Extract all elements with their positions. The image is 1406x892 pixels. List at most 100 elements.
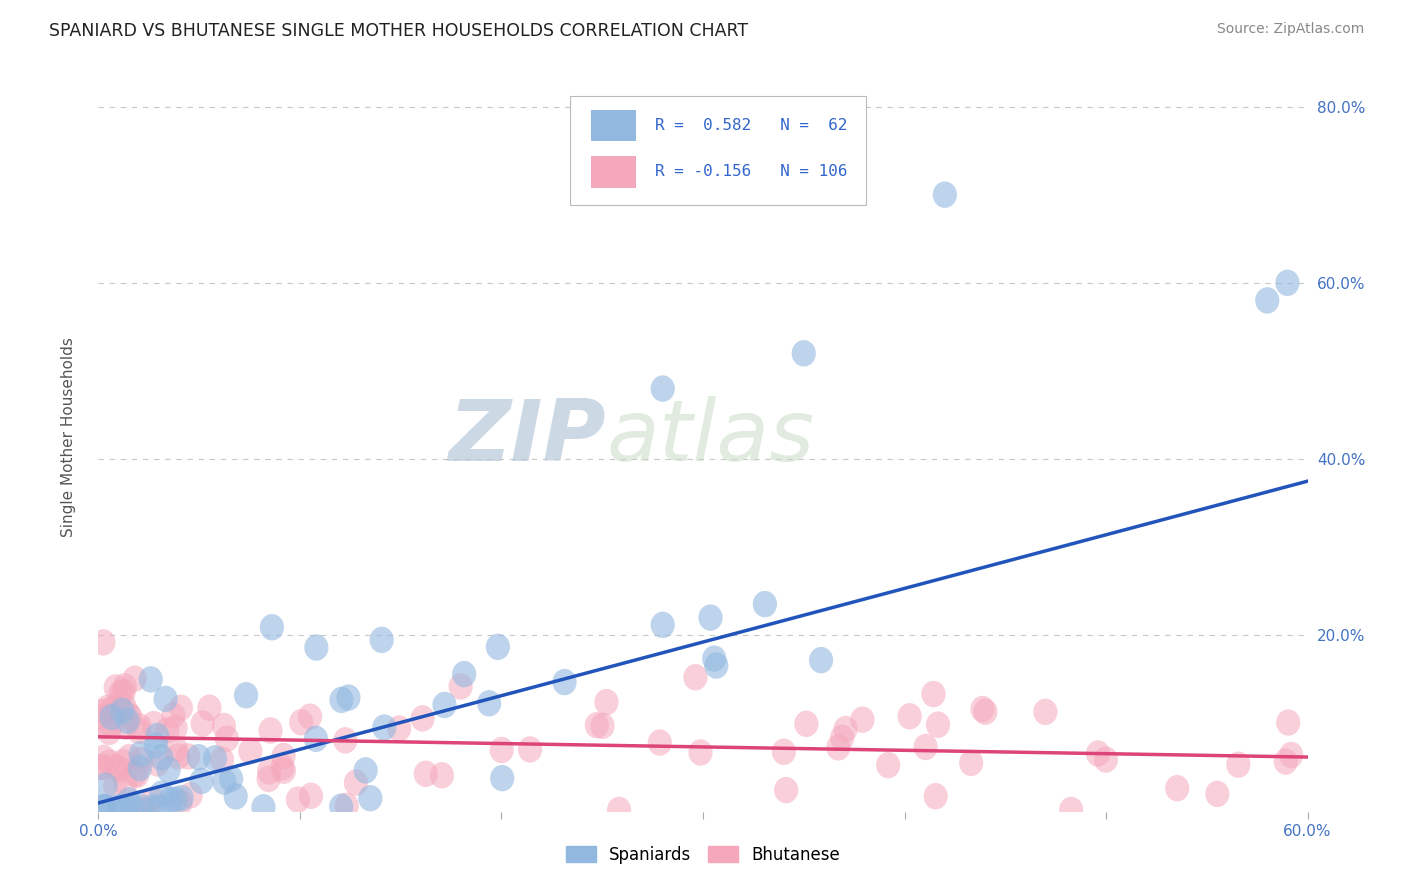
Text: atlas: atlas [606, 395, 814, 479]
Ellipse shape [1226, 751, 1250, 778]
Ellipse shape [959, 749, 983, 776]
Ellipse shape [100, 704, 124, 731]
Ellipse shape [117, 787, 142, 814]
Ellipse shape [179, 782, 202, 808]
Ellipse shape [96, 712, 120, 739]
Ellipse shape [344, 770, 368, 796]
Ellipse shape [585, 712, 609, 739]
Ellipse shape [98, 697, 122, 723]
Ellipse shape [117, 744, 142, 770]
Ellipse shape [851, 706, 875, 733]
Ellipse shape [108, 680, 132, 706]
Ellipse shape [127, 718, 150, 744]
Ellipse shape [132, 797, 156, 823]
Text: R =  0.582   N =  62: R = 0.582 N = 62 [655, 118, 848, 133]
Ellipse shape [145, 750, 170, 777]
Ellipse shape [163, 714, 187, 741]
Ellipse shape [285, 787, 309, 813]
Ellipse shape [772, 739, 796, 765]
Ellipse shape [270, 754, 294, 780]
Ellipse shape [94, 772, 118, 798]
Bar [591, 110, 637, 141]
Ellipse shape [413, 761, 437, 787]
Ellipse shape [1279, 742, 1303, 768]
Ellipse shape [93, 794, 117, 821]
Ellipse shape [876, 752, 900, 779]
Ellipse shape [924, 783, 948, 809]
Ellipse shape [176, 743, 200, 770]
Ellipse shape [1274, 748, 1298, 775]
Ellipse shape [233, 682, 259, 708]
Ellipse shape [114, 714, 138, 740]
Ellipse shape [141, 787, 165, 813]
Ellipse shape [112, 771, 138, 797]
Ellipse shape [112, 673, 136, 699]
Text: ZIP: ZIP [449, 395, 606, 479]
Ellipse shape [122, 665, 146, 692]
Ellipse shape [128, 714, 152, 739]
Text: R = -0.156   N = 106: R = -0.156 N = 106 [655, 164, 848, 179]
Ellipse shape [104, 692, 129, 719]
Ellipse shape [89, 704, 112, 731]
Ellipse shape [271, 743, 295, 769]
Ellipse shape [794, 711, 818, 737]
Ellipse shape [373, 714, 396, 740]
Ellipse shape [224, 783, 247, 810]
Ellipse shape [699, 605, 723, 631]
Ellipse shape [97, 749, 121, 776]
Ellipse shape [299, 782, 323, 809]
Ellipse shape [100, 711, 124, 738]
Ellipse shape [932, 181, 957, 208]
Ellipse shape [973, 698, 997, 725]
Ellipse shape [91, 745, 115, 772]
Ellipse shape [607, 797, 631, 823]
Ellipse shape [260, 614, 284, 640]
Ellipse shape [336, 684, 360, 711]
Ellipse shape [202, 745, 228, 772]
Ellipse shape [271, 757, 297, 784]
Ellipse shape [453, 661, 477, 688]
Ellipse shape [914, 734, 938, 760]
Ellipse shape [921, 681, 946, 707]
Ellipse shape [149, 780, 173, 807]
Ellipse shape [252, 794, 276, 821]
Ellipse shape [107, 794, 131, 821]
Ellipse shape [149, 744, 173, 771]
Ellipse shape [595, 689, 619, 715]
Ellipse shape [489, 737, 513, 764]
Ellipse shape [486, 633, 510, 660]
Ellipse shape [897, 703, 922, 730]
Ellipse shape [1256, 287, 1279, 314]
FancyBboxPatch shape [569, 96, 866, 205]
Ellipse shape [118, 704, 142, 731]
Ellipse shape [370, 627, 394, 653]
Bar [591, 156, 637, 187]
Ellipse shape [215, 725, 239, 752]
Ellipse shape [143, 732, 167, 759]
Ellipse shape [163, 787, 187, 813]
Ellipse shape [91, 698, 115, 725]
Ellipse shape [304, 634, 329, 661]
Ellipse shape [329, 687, 353, 713]
Ellipse shape [433, 692, 457, 718]
Ellipse shape [166, 743, 190, 770]
Ellipse shape [808, 647, 834, 673]
Ellipse shape [142, 711, 166, 738]
Ellipse shape [129, 794, 155, 821]
Ellipse shape [411, 706, 434, 731]
Ellipse shape [333, 727, 357, 754]
Ellipse shape [1205, 780, 1229, 807]
Ellipse shape [1166, 775, 1189, 801]
Ellipse shape [1094, 747, 1118, 772]
Ellipse shape [259, 717, 283, 744]
Ellipse shape [256, 765, 281, 792]
Ellipse shape [290, 709, 314, 736]
Ellipse shape [927, 712, 950, 738]
Ellipse shape [775, 777, 799, 804]
Ellipse shape [104, 674, 128, 700]
Ellipse shape [122, 761, 146, 787]
Ellipse shape [117, 701, 141, 728]
Ellipse shape [90, 794, 114, 821]
Ellipse shape [827, 734, 851, 761]
Ellipse shape [128, 741, 153, 767]
